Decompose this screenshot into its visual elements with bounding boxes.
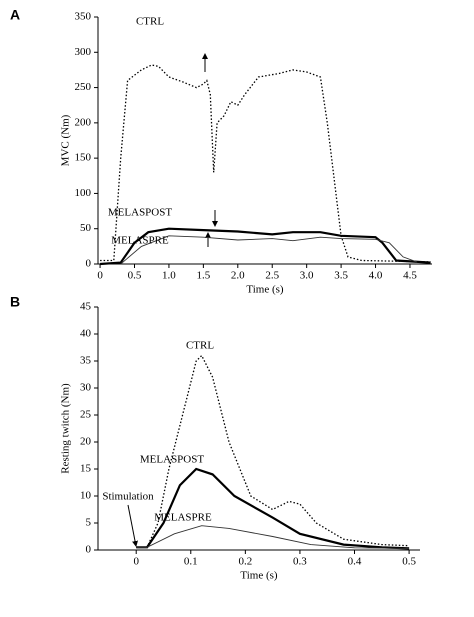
- series-line: [100, 64, 431, 263]
- y-tick-label: 350: [75, 11, 92, 23]
- x-tick-label: 2.0: [231, 270, 245, 282]
- series-line: [120, 235, 417, 265]
- y-axis-label: MVC (Nm): [60, 114, 72, 166]
- y-tick-label: 250: [75, 81, 92, 93]
- x-tick-label: 0.1: [184, 556, 198, 568]
- y-tick-label: 100: [75, 187, 92, 199]
- y-tick-label: 0: [86, 544, 92, 556]
- series-line: [136, 467, 410, 550]
- series-label: MELASPOST: [108, 207, 172, 219]
- panel-letter: A: [10, 7, 20, 23]
- x-tick-label: 0: [133, 556, 139, 568]
- x-tick-label: 0.4: [348, 556, 362, 568]
- y-tick-label: 150: [75, 152, 92, 164]
- y-tick-label: 10: [80, 490, 92, 502]
- series-label: MELASPRE: [154, 512, 212, 524]
- series-label: CTRL: [186, 340, 214, 352]
- y-tick-label: 0: [86, 258, 92, 270]
- series-line: [136, 354, 410, 548]
- y-tick-label: 15: [80, 463, 92, 475]
- x-tick-label: 2.5: [265, 270, 279, 282]
- y-tick-label: 200: [75, 116, 92, 128]
- y-tick-label: 20: [80, 436, 92, 448]
- x-tick-label: 0: [97, 270, 103, 282]
- y-tick-label: 300: [75, 46, 92, 58]
- x-tick-label: 1.5: [196, 270, 210, 282]
- x-tick-label: 0.5: [402, 556, 416, 568]
- x-tick-label: 3.0: [300, 270, 314, 282]
- x-tick-label: 4.0: [369, 270, 383, 282]
- series-label: CTRL: [136, 16, 164, 28]
- x-axis-label: Time (s): [240, 570, 278, 582]
- y-axis-label: Resting twitch (Nm): [60, 383, 72, 474]
- x-tick-label: 0.3: [293, 556, 307, 568]
- y-tick-label: 5: [86, 517, 92, 529]
- series-line: [136, 525, 410, 549]
- y-tick-label: 35: [80, 355, 92, 367]
- y-tick-label: 25: [80, 409, 92, 421]
- series-label: MELASPOST: [140, 454, 204, 466]
- y-tick-label: 50: [80, 222, 92, 234]
- series-label: MELASPRE: [111, 235, 169, 247]
- y-tick-label: 45: [80, 301, 92, 313]
- series-line: [100, 227, 431, 266]
- y-tick-label: 30: [80, 382, 92, 394]
- x-tick-label: 0.2: [238, 556, 252, 568]
- arrow: [127, 504, 138, 547]
- y-tick-label: 40: [80, 328, 92, 340]
- x-tick-label: 0.5: [128, 270, 142, 282]
- annotation: Stimulation: [102, 491, 154, 503]
- x-tick-label: 3.5: [334, 270, 348, 282]
- x-axis-label: Time (s): [246, 284, 284, 296]
- x-tick-label: 1.0: [162, 270, 176, 282]
- panel-letter: B: [10, 294, 20, 310]
- x-tick-label: 4.5: [403, 270, 417, 282]
